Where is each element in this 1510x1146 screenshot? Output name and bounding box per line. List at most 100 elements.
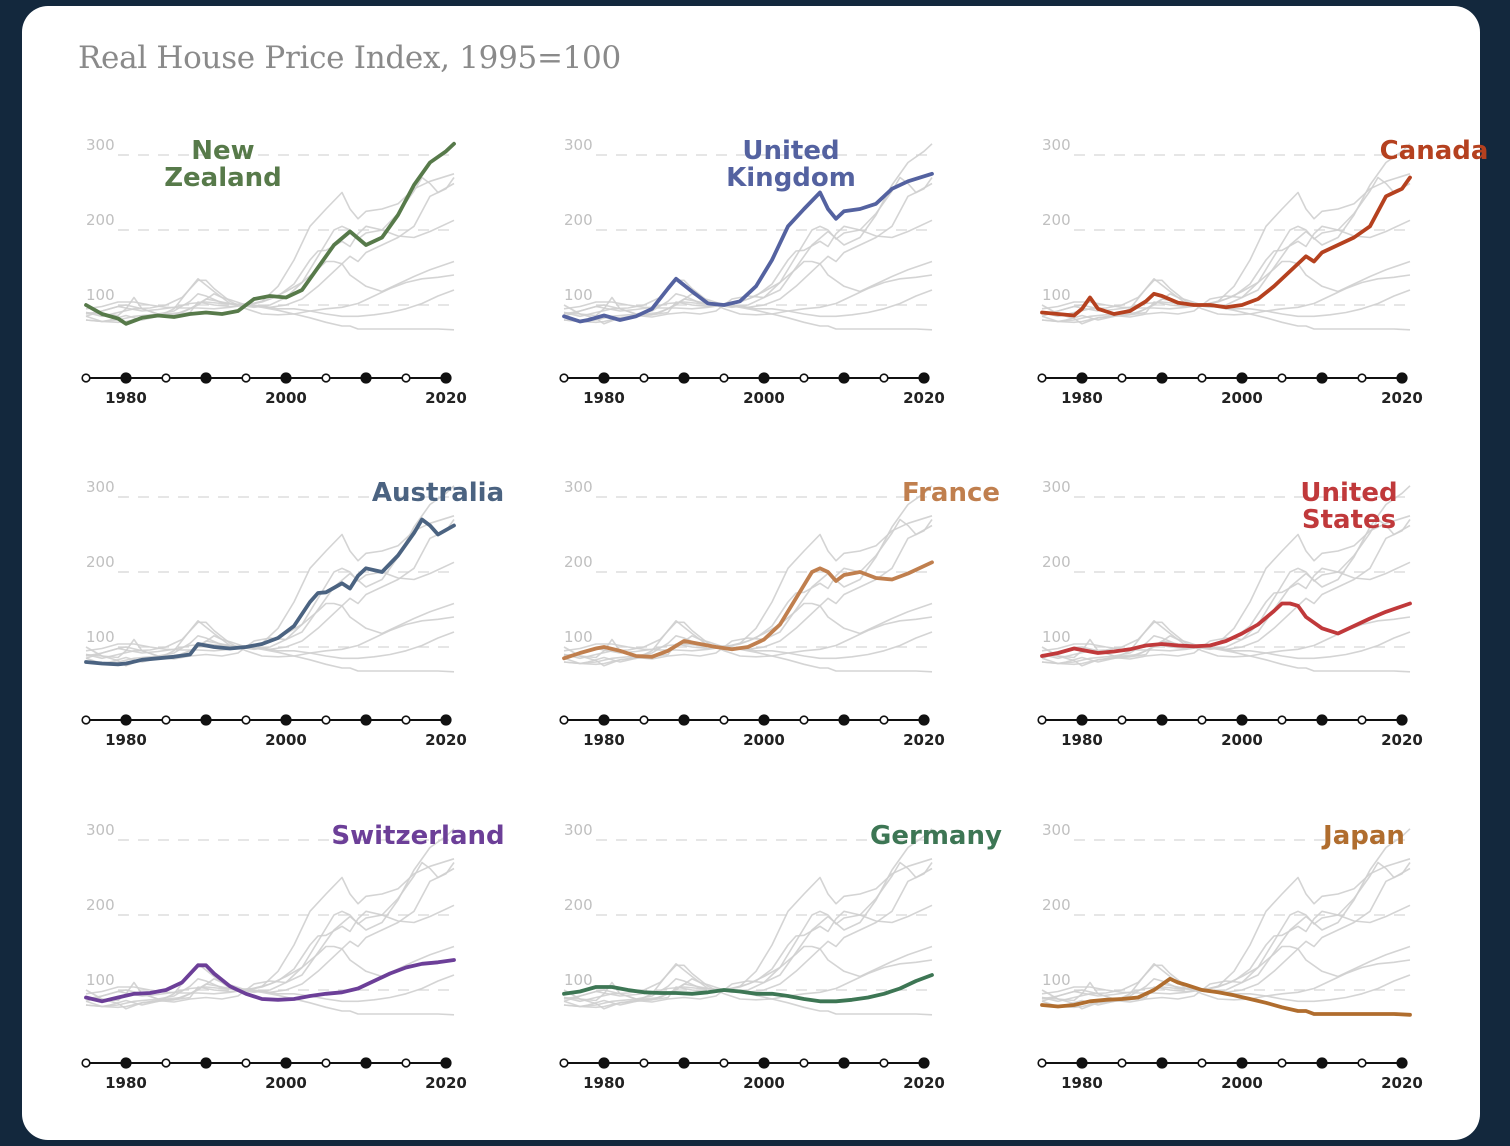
background-line-germany — [563, 289, 933, 318]
timeline-marker-1975 — [1037, 1058, 1047, 1068]
page-title: Real House Price Index, 1995=100 — [78, 40, 621, 76]
background-line-new-zealand — [563, 828, 933, 1010]
timeline-marker-2010 — [838, 714, 850, 726]
timeline-marker-1975 — [81, 1058, 91, 1068]
chart-japan: 300 200 100 1980 2000 2020 — [1037, 821, 1423, 1092]
x-tick-label-2020: 2020 — [903, 731, 945, 749]
background-line-france — [1041, 904, 1411, 1003]
background-line-switzerland — [563, 616, 933, 660]
y-tick-label: 300 — [86, 136, 115, 154]
background-line-united-kingdom — [563, 858, 933, 1008]
timeline-marker-2000 — [280, 372, 292, 384]
background-line-germany — [85, 974, 455, 1003]
timeline-marker-1995 — [719, 715, 729, 725]
country-title-japan: Japan — [1323, 821, 1405, 851]
y-tick-label: 100 — [86, 971, 115, 989]
timeline-marker-1995 — [1197, 715, 1207, 725]
x-tick-label-1980: 1980 — [583, 731, 625, 749]
background-line-france — [563, 904, 933, 1003]
timeline-marker-2010 — [360, 1057, 372, 1069]
x-tick-label-2020: 2020 — [425, 389, 467, 407]
timeline-marker-1975 — [559, 1058, 569, 1068]
background-line-australia — [85, 861, 455, 1009]
x-tick-label-2000: 2000 — [1221, 1074, 1263, 1092]
y-tick-label: 300 — [564, 136, 593, 154]
chart-new-zealand: 300 200 100 1980 2000 2020 — [81, 136, 467, 407]
chart-germany: 300 200 100 1980 2000 2020 — [559, 821, 945, 1092]
x-tick-label-2020: 2020 — [903, 1074, 945, 1092]
timeline-marker-1995 — [719, 1058, 729, 1068]
y-tick-label: 300 — [564, 478, 593, 496]
timeline-marker-1990 — [200, 714, 212, 726]
timeline-marker-1980 — [598, 714, 610, 726]
background-line-australia — [563, 176, 933, 324]
y-tick-label: 100 — [1042, 971, 1071, 989]
y-tick-label: 100 — [564, 971, 593, 989]
timeline-marker-2005 — [1277, 715, 1287, 725]
x-tick-label-2020: 2020 — [903, 389, 945, 407]
panel-united-kingdom: 300 200 100 1980 2000 2020 United Kingdom — [556, 128, 996, 438]
background-line-switzerland — [563, 959, 933, 1003]
y-tick-label: 300 — [1042, 821, 1071, 839]
chart-france: 300 200 100 1980 2000 2020 — [559, 478, 945, 749]
timeline-marker-1980 — [598, 372, 610, 384]
x-tick-label-2000: 2000 — [265, 731, 307, 749]
timeline-marker-1980 — [120, 372, 132, 384]
background-line-germany — [85, 631, 455, 660]
timeline-marker-2005 — [321, 373, 331, 383]
timeline-marker-1975 — [559, 715, 569, 725]
background-line-japan — [563, 635, 933, 673]
background-line-switzerland — [563, 274, 933, 318]
background-line-france — [563, 219, 933, 318]
timeline-marker-1980 — [1076, 372, 1088, 384]
x-tick-label-2000: 2000 — [1221, 731, 1263, 749]
chart-australia: 300 200 100 1980 2000 2020 — [81, 478, 467, 749]
timeline-marker-2000 — [1236, 1057, 1248, 1069]
timeline-marker-2010 — [1316, 714, 1328, 726]
timeline-marker-2020 — [1396, 714, 1408, 726]
background-line-japan — [1041, 635, 1411, 673]
timeline-marker-1975 — [1037, 715, 1047, 725]
timeline-marker-2005 — [799, 1058, 809, 1068]
background-line-new-zealand — [85, 828, 455, 1010]
country-title-canada: Canada — [1379, 136, 1489, 166]
y-tick-label: 200 — [86, 896, 115, 914]
timeline-marker-1980 — [120, 1057, 132, 1069]
timeline-marker-2020 — [440, 1057, 452, 1069]
background-line-switzerland — [1041, 274, 1411, 318]
background-line-australia — [563, 518, 933, 666]
background-line-new-zealand — [85, 485, 455, 667]
y-tick-label: 300 — [1042, 136, 1071, 154]
timeline-marker-1985 — [639, 715, 649, 725]
x-tick-label-1980: 1980 — [105, 731, 147, 749]
timeline-marker-2010 — [838, 1057, 850, 1069]
timeline-marker-1995 — [241, 1058, 251, 1068]
background-line-japan — [563, 293, 933, 331]
x-tick-label-2020: 2020 — [1381, 731, 1423, 749]
background-line-united-kingdom — [1041, 173, 1411, 323]
background-line-australia — [1041, 176, 1411, 324]
x-tick-label-2000: 2000 — [743, 389, 785, 407]
timeline-marker-2000 — [1236, 714, 1248, 726]
background-line-switzerland — [1041, 959, 1411, 1003]
timeline-marker-2005 — [321, 1058, 331, 1068]
chart-card: Real House Price Index, 1995=100 300 200 1… — [22, 6, 1488, 1140]
y-tick-label: 300 — [564, 821, 593, 839]
panel-france: 300 200 100 1980 2000 2020 France — [556, 470, 1000, 780]
background-line-united-states — [563, 945, 933, 1000]
timeline-marker-2020 — [1396, 372, 1408, 384]
x-tick-label-2000: 2000 — [1221, 389, 1263, 407]
timeline-marker-1985 — [161, 715, 171, 725]
timeline-marker-2015 — [401, 373, 411, 383]
timeline-marker-1975 — [559, 373, 569, 383]
timeline-marker-1980 — [1076, 714, 1088, 726]
timeline-marker-1985 — [1117, 715, 1127, 725]
timeline-marker-2005 — [799, 715, 809, 725]
timeline-marker-2000 — [1236, 372, 1248, 384]
y-tick-label: 200 — [564, 896, 593, 914]
y-tick-label: 200 — [1042, 553, 1071, 571]
timeline-marker-2000 — [280, 714, 292, 726]
timeline-marker-2000 — [280, 1057, 292, 1069]
panel-canada: 300 200 100 1980 2000 2020 Canada — [1034, 128, 1488, 438]
timeline-marker-1985 — [161, 373, 171, 383]
